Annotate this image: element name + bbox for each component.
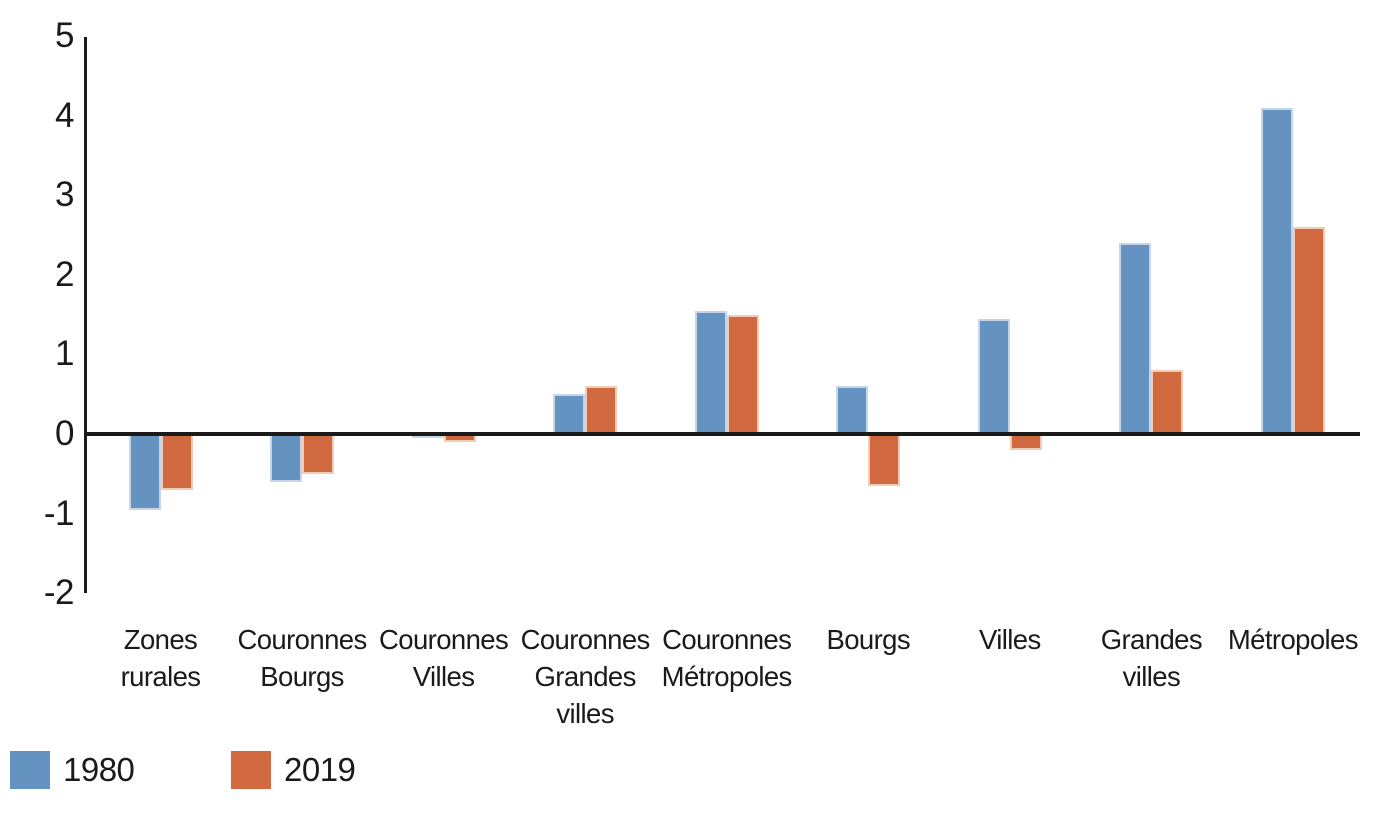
x-label-line: Zones xyxy=(123,624,198,655)
y-tick-label-5: 5 xyxy=(55,16,74,55)
x-label-line: Bourgs xyxy=(826,624,911,655)
x-label-line: rurales xyxy=(120,661,201,692)
bar-1980-couronnes-bourgs xyxy=(270,434,303,482)
x-label-line: villes xyxy=(1122,661,1181,692)
x-label-line: Couronnes xyxy=(662,624,792,655)
y-tick-label--1: -1 xyxy=(43,493,75,533)
bar-2019-zones-rurales xyxy=(160,434,193,490)
y-tick-label-2: 2 xyxy=(55,254,74,294)
legend-label: 2019 xyxy=(284,751,356,788)
y-tick-label-4: 4 xyxy=(55,95,74,135)
legend-item-1980: 1980 xyxy=(10,749,135,791)
bar-2019-metropoles xyxy=(1292,227,1325,434)
bar-1980-couronnes-grandes-villes xyxy=(553,394,586,434)
x-label-line: Couronnes xyxy=(520,624,651,655)
x-label-couronnes-grandes-villes: Couronnes Grandes villes xyxy=(500,621,670,732)
y-tick-label-3: 3 xyxy=(55,175,74,215)
x-label-line: Métropoles xyxy=(661,661,793,692)
y-axis-line xyxy=(84,37,87,593)
x-label-bourgs: Bourgs xyxy=(783,621,953,658)
x-label-line: Villes xyxy=(978,624,1041,655)
legend-label: 1980 xyxy=(63,751,135,788)
y-tick-label-0: 0 xyxy=(55,414,74,453)
x-label-line: Couronnes xyxy=(379,624,509,655)
legend-swatch-2019 xyxy=(231,751,271,789)
y-tick-label-1: 1 xyxy=(55,334,74,374)
x-axis-zero-line xyxy=(84,432,1360,436)
bar-2019-couronnes-bourgs xyxy=(302,434,335,474)
legend-swatch-1980 xyxy=(10,751,50,789)
bar-1980-bourgs xyxy=(836,386,869,434)
bar-1980-zones-rurales xyxy=(128,434,161,510)
x-label-line: Couronnes xyxy=(237,624,367,655)
bar-2019-couronnes-grandes-villes xyxy=(585,386,618,434)
x-label-zones-rurales: Zones rurales xyxy=(76,621,246,695)
x-label-line: Bourgs xyxy=(260,661,344,692)
x-label-couronnes-metropoles: Couronnes Métropoles xyxy=(642,621,812,695)
x-label-line: Grandes xyxy=(534,661,637,692)
x-label-line: Villes xyxy=(412,661,475,692)
bar-2019-couronnes-metropoles xyxy=(726,314,759,434)
bar-2019-villes xyxy=(1009,434,1042,450)
x-label-villes: Villes xyxy=(925,621,1095,658)
bar-1980-couronnes-metropoles xyxy=(694,310,727,434)
legend-item-2019: 2019 xyxy=(231,749,356,791)
x-label-grandes-villes: Grandes villes xyxy=(1066,621,1236,695)
x-label-couronnes-villes: Couronnes Villes xyxy=(359,621,529,695)
x-label-line: Métropoles xyxy=(1227,624,1359,655)
y-tick-label--2: -2 xyxy=(43,573,75,613)
bar-2019-bourgs xyxy=(868,434,901,486)
x-label-line: villes xyxy=(556,698,614,729)
bar-2019-grandes-villes xyxy=(1151,370,1184,434)
bar-1980-grandes-villes xyxy=(1119,242,1152,434)
x-label-metropoles: Métropoles xyxy=(1208,621,1374,658)
x-label-couronnes-bourgs: Couronnes Bourgs xyxy=(217,621,387,695)
x-label-line: Grandes xyxy=(1100,624,1203,655)
bar-1980-metropoles xyxy=(1260,107,1293,434)
bar-1980-villes xyxy=(977,318,1010,434)
